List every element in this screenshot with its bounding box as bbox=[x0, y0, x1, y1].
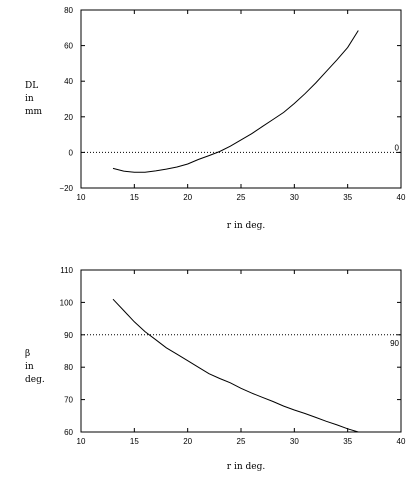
chart1-reference-label: 0 bbox=[395, 143, 400, 152]
chart2-y-tick-label: 100 bbox=[60, 298, 74, 307]
chart2-y-tick-label: 90 bbox=[64, 331, 73, 340]
chart2-plot-frame bbox=[80, 269, 402, 433]
chart1-y-tick-label: −20 bbox=[59, 184, 73, 193]
chart1-y-axis-label-line: DL bbox=[25, 81, 38, 91]
chart2-x-tick-label: 25 bbox=[237, 437, 246, 446]
chart1-y-axis-label-line: mm bbox=[25, 107, 43, 117]
chart2-x-tick-label: 15 bbox=[130, 437, 139, 446]
chart1-y-tick-label: 40 bbox=[64, 77, 73, 86]
chart2-x-tick-label: 35 bbox=[343, 437, 352, 446]
chart2-y-tick-label: 80 bbox=[64, 363, 73, 372]
chart1-x-tick-label: 30 bbox=[290, 193, 299, 202]
chart1-y-tick-label: 80 bbox=[64, 6, 73, 15]
chart2-x-tick-label: 30 bbox=[290, 437, 299, 446]
chart1-x-tick-label: 10 bbox=[77, 193, 86, 202]
chart2-y-tick-label: 110 bbox=[60, 266, 73, 275]
chart1-plot-frame bbox=[80, 9, 402, 189]
chart2-x-tick-label: 40 bbox=[397, 437, 406, 446]
chart2-series-line bbox=[112, 298, 359, 433]
chart2-x-tick-label: 20 bbox=[183, 437, 192, 446]
chart1-x-tick-label: 20 bbox=[183, 193, 192, 202]
chart2-y-axis-label-line: deg. bbox=[25, 375, 45, 385]
chart2-y-axis-label-line: β bbox=[25, 349, 30, 359]
chart1-y-tick-label: 0 bbox=[69, 148, 74, 157]
chart1-x-tick-label: 35 bbox=[343, 193, 352, 202]
chart2-y-tick-label: 70 bbox=[64, 396, 73, 405]
chart2-x-tick-label: 10 bbox=[77, 437, 86, 446]
chart1-y-tick-label: 60 bbox=[64, 42, 73, 51]
chart2-reference-label: 90 bbox=[390, 339, 399, 348]
chart2-y-tick-label: 60 bbox=[64, 428, 73, 437]
chart1-y-axis-label-line: in bbox=[25, 94, 34, 104]
chart1-series-line bbox=[112, 30, 359, 173]
chart2-y-axis-label-line: in bbox=[25, 362, 34, 372]
chart2-x-axis-label: r in deg. bbox=[227, 462, 266, 472]
chart1-x-axis-label: r in deg. bbox=[227, 221, 266, 231]
chart1-x-tick-label: 25 bbox=[237, 193, 246, 202]
chart1-y-tick-label: 20 bbox=[64, 113, 73, 122]
chart1-x-tick-label: 40 bbox=[397, 193, 406, 202]
chart1-x-tick-label: 15 bbox=[130, 193, 139, 202]
